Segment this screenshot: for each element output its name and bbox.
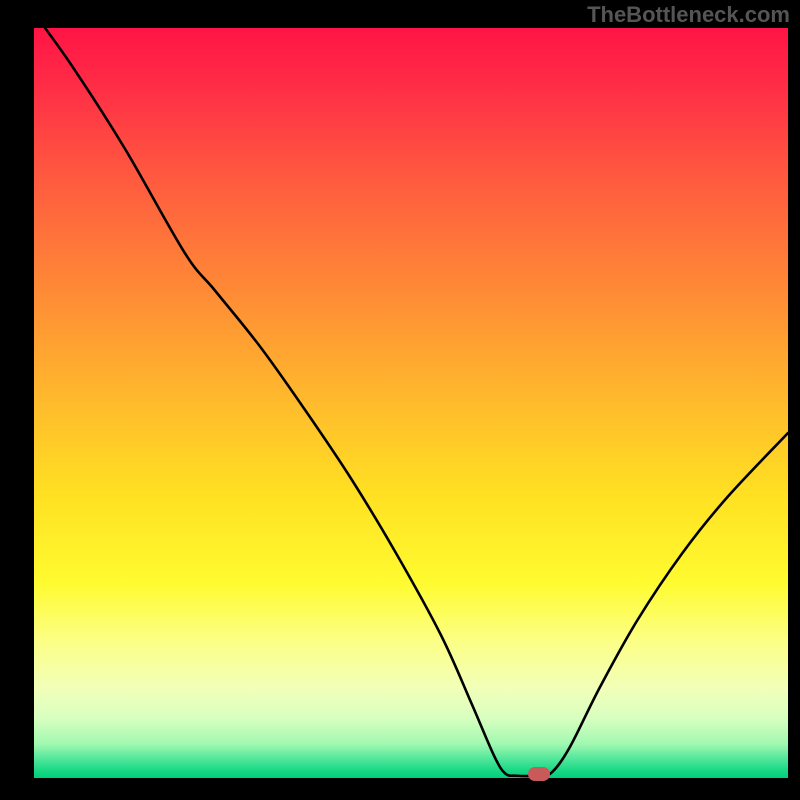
watermark-text: TheBottleneck.com xyxy=(587,2,790,28)
chart-frame: TheBottleneck.com xyxy=(0,0,800,800)
bottleneck-curve xyxy=(34,28,788,778)
plot-area xyxy=(34,28,788,778)
optimum-marker xyxy=(528,767,550,781)
